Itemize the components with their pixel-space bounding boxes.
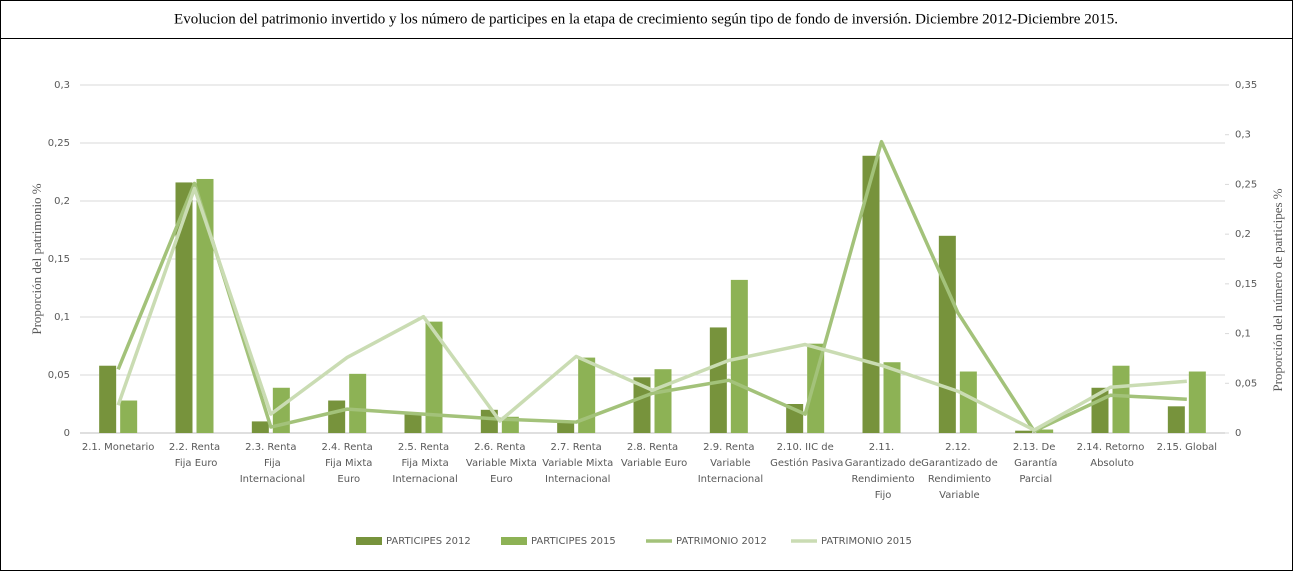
y-tick-label: 0,3 <box>54 80 70 91</box>
x-tick-label: 2.2. Renta Fija Euro <box>169 442 220 469</box>
x-tick-label: 2.4. Renta Fija Mixta Euro <box>322 442 373 485</box>
legend-swatch <box>501 537 527 545</box>
x-tick-label: 2.10. IIC de Gestión Pasiva <box>767 442 843 469</box>
bar <box>120 400 138 433</box>
bar <box>959 371 977 433</box>
x-tick-label: 2.13. De Garantía Parcial <box>1011 442 1057 485</box>
y2-tick-label: 0,1 <box>1235 329 1251 340</box>
bar <box>709 327 727 433</box>
y-tick-label: 0,2 <box>54 196 70 207</box>
legend-label: PATRIMONIO 2015 <box>821 536 912 547</box>
line <box>116 139 1187 433</box>
bar <box>1112 365 1130 433</box>
y2-axis-label: Proporción del número de participes % <box>1270 188 1285 391</box>
y-tick-label: 0,25 <box>48 138 70 149</box>
y-tick-label: 0,1 <box>54 312 70 323</box>
bar <box>938 235 956 433</box>
line <box>116 186 1187 432</box>
y2-tick-label: 0,35 <box>1235 80 1257 91</box>
legend-label: PARTICIPES 2015 <box>531 536 616 547</box>
bar <box>730 279 748 433</box>
bar <box>557 422 575 433</box>
bar <box>480 409 498 433</box>
x-tick-label: 2.8. Renta Variable Euro <box>618 442 688 469</box>
legend-swatch <box>356 537 382 545</box>
bar <box>1167 406 1185 433</box>
bar <box>1036 429 1054 433</box>
bar <box>272 387 290 433</box>
y-axis-label: Proporción del patrimonio % <box>29 183 44 334</box>
chart-title: Evolucion del patrimonio invertido y los… <box>174 11 1118 27</box>
x-tick-label: 2.3. Renta Fija Internacional <box>237 442 306 485</box>
legend-label: PATRIMONIO 2012 <box>676 536 767 547</box>
x-tick-label: 2.7. Renta Variable Mixta Internacional <box>539 442 613 485</box>
x-tick-label: 2.9. Renta Variable Internacional <box>695 442 764 485</box>
y2-tick-label: 0,2 <box>1235 229 1251 240</box>
legend-label: PARTICIPES 2012 <box>386 536 471 547</box>
x-tick-label: 2.15. Global <box>1157 442 1218 453</box>
bar <box>883 362 901 433</box>
bar <box>1188 371 1206 433</box>
bar <box>404 413 422 433</box>
y2-tick-label: 0,15 <box>1235 279 1257 290</box>
bar <box>654 369 672 433</box>
bar <box>425 321 443 433</box>
bar <box>251 421 269 433</box>
bar <box>99 365 117 433</box>
x-tick-label: 2.1. Monetario <box>82 442 155 453</box>
x-tick-label: 2.11. Garantizado de Rendimiento Fijo <box>842 442 922 501</box>
y-tick-label: 0 <box>64 428 70 439</box>
bar <box>349 373 367 433</box>
y2-tick-label: 0,3 <box>1235 130 1251 141</box>
bar <box>1015 430 1033 433</box>
bar <box>578 357 596 433</box>
bar <box>196 178 214 433</box>
x-tick-label: 2.5. Renta Fija Mixta Internacional <box>389 442 458 485</box>
y-tick-label: 0,15 <box>48 254 70 265</box>
bar <box>328 400 346 433</box>
bar <box>175 182 193 433</box>
bar <box>633 377 651 433</box>
y2-tick-label: 0 <box>1235 428 1241 439</box>
y2-tick-label: 0,25 <box>1235 179 1257 190</box>
x-tick-label: 2.12. Garantizado de Rendimiento Variabl… <box>918 442 998 501</box>
x-tick-label: 2.14. Retorno Absoluto <box>1077 442 1145 469</box>
y-tick-label: 0,05 <box>48 370 70 381</box>
y2-tick-label: 0,05 <box>1235 378 1257 389</box>
x-tick-label: 2.6. Renta Variable Mixta Euro <box>463 442 537 485</box>
